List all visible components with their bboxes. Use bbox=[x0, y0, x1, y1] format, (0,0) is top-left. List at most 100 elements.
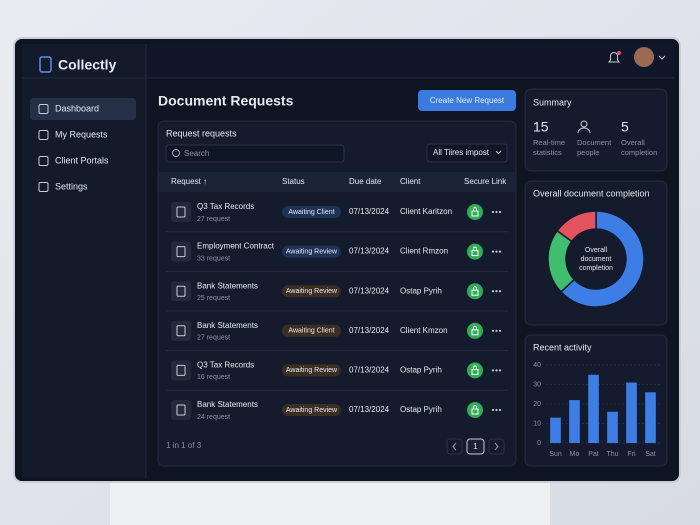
request-name[interactable]: Bank Statements bbox=[197, 400, 258, 409]
request-count: 27 request bbox=[197, 335, 230, 342]
more-button[interactable] bbox=[495, 329, 498, 332]
x-tick-label: Sat bbox=[645, 451, 656, 458]
secure-link[interactable] bbox=[467, 402, 483, 418]
status-pill bbox=[282, 404, 341, 416]
more-button[interactable] bbox=[498, 210, 502, 214]
client: Client Rmzon bbox=[400, 247, 448, 256]
more-button[interactable] bbox=[491, 329, 495, 332]
nav-item[interactable]: Dashboard bbox=[55, 103, 99, 113]
more-button[interactable] bbox=[491, 290, 495, 293]
donut-center-label: document bbox=[581, 256, 612, 263]
secure-link[interactable] bbox=[467, 322, 483, 339]
request-name[interactable]: Q3 Tax Records bbox=[197, 361, 254, 370]
chevron bbox=[452, 442, 457, 451]
doc-icon-box bbox=[171, 320, 191, 341]
lock-icon bbox=[471, 368, 479, 375]
due-date: 07/13/2024 bbox=[349, 326, 390, 335]
lock-icon bbox=[471, 250, 479, 257]
request-name[interactable]: Employment Contract bbox=[197, 242, 275, 251]
more-button[interactable] bbox=[498, 250, 502, 253]
filter-dropdown[interactable] bbox=[426, 143, 508, 163]
nav-icon bbox=[38, 130, 49, 140]
chevron[interactable] bbox=[658, 55, 666, 60]
more-button[interactable] bbox=[491, 250, 495, 253]
more-button[interactable] bbox=[491, 408, 495, 412]
nav-icon bbox=[38, 156, 49, 166]
secure-link[interactable] bbox=[467, 243, 483, 260]
nav-icon bbox=[38, 104, 49, 114]
prev-page[interactable] bbox=[446, 438, 463, 455]
nav-item[interactable]: Client Portals bbox=[55, 155, 109, 165]
y-tick-label: 40 bbox=[533, 362, 541, 369]
y-tick-label: 30 bbox=[533, 381, 541, 388]
bar bbox=[607, 411, 618, 443]
next-page[interactable] bbox=[488, 438, 505, 455]
more-button[interactable] bbox=[498, 369, 502, 372]
stat-value: 15 bbox=[533, 119, 549, 135]
request-count: 27 request bbox=[197, 216, 230, 223]
request-count: 24 request bbox=[197, 414, 230, 421]
secure-link[interactable] bbox=[467, 204, 483, 220]
create-button[interactable] bbox=[418, 90, 516, 111]
lock-icon bbox=[473, 286, 477, 291]
create-button-label[interactable]: Create New Request bbox=[430, 96, 505, 105]
app-name: Collectly bbox=[58, 57, 117, 73]
doc-icon bbox=[176, 325, 186, 337]
more-button[interactable] bbox=[491, 210, 495, 214]
more-button[interactable] bbox=[495, 210, 498, 214]
stat-label: statistics bbox=[533, 148, 562, 157]
client: Client Karitzon bbox=[400, 207, 452, 216]
stand bbox=[110, 478, 550, 525]
bar bbox=[645, 392, 656, 443]
request-name[interactable]: Q3 Tax Records bbox=[197, 202, 254, 211]
donut-center-label: Overall bbox=[585, 247, 608, 254]
status-label: Awaiting Review bbox=[286, 288, 338, 295]
bell-icon[interactable] bbox=[608, 52, 620, 63]
status-label: Awaiting Client bbox=[288, 328, 334, 335]
filter-label[interactable]: All Tiires impost bbox=[433, 148, 490, 157]
current-page[interactable] bbox=[466, 438, 485, 455]
donut-segment bbox=[559, 210, 645, 308]
doc-icon bbox=[176, 285, 186, 297]
chevron bbox=[494, 442, 499, 451]
search-placeholder[interactable]: Search bbox=[184, 149, 209, 158]
doc-icon bbox=[176, 404, 186, 416]
status-label: Awaiting Review bbox=[286, 248, 338, 255]
y-tick-label: 20 bbox=[533, 401, 541, 408]
current-page-label[interactable]: 1 bbox=[473, 442, 478, 451]
more-button[interactable] bbox=[498, 408, 502, 412]
lock-icon bbox=[473, 405, 477, 409]
more-button[interactable] bbox=[491, 369, 495, 372]
more-button[interactable] bbox=[495, 369, 498, 372]
more-button[interactable] bbox=[495, 290, 498, 293]
column-header: Client bbox=[400, 177, 421, 186]
x-tick-label: Fri bbox=[627, 451, 636, 458]
status-pill bbox=[282, 285, 341, 298]
top-bar bbox=[146, 44, 674, 78]
more-button[interactable] bbox=[498, 290, 502, 293]
more-button[interactable] bbox=[498, 329, 502, 332]
nav-item[interactable]: My Requests bbox=[55, 129, 108, 139]
doc-icon-box bbox=[171, 202, 191, 222]
stat-label: Overall bbox=[621, 138, 645, 147]
secure-link[interactable] bbox=[467, 283, 483, 300]
chevron bbox=[495, 150, 502, 155]
client: Ostap Pyrih bbox=[400, 366, 442, 375]
stat-value: 5 bbox=[621, 119, 629, 135]
x-tick-label: Mo bbox=[570, 451, 580, 458]
lock-icon bbox=[471, 408, 479, 415]
column-header: Request ↑ bbox=[171, 177, 207, 186]
request-name[interactable]: Bank Statements bbox=[197, 281, 258, 290]
donut-segment bbox=[556, 210, 597, 243]
more-button[interactable] bbox=[495, 408, 498, 412]
request-count: 25 request bbox=[197, 295, 230, 302]
more-button[interactable] bbox=[495, 250, 498, 253]
nav-active bbox=[30, 98, 136, 120]
secure-link[interactable] bbox=[467, 362, 483, 379]
request-name[interactable]: Bank Statements bbox=[197, 321, 258, 330]
search-box[interactable] bbox=[165, 144, 345, 163]
avatar[interactable] bbox=[634, 47, 654, 67]
nav-item[interactable]: Settings bbox=[55, 181, 88, 191]
x-tick-label: Sun bbox=[549, 451, 562, 458]
